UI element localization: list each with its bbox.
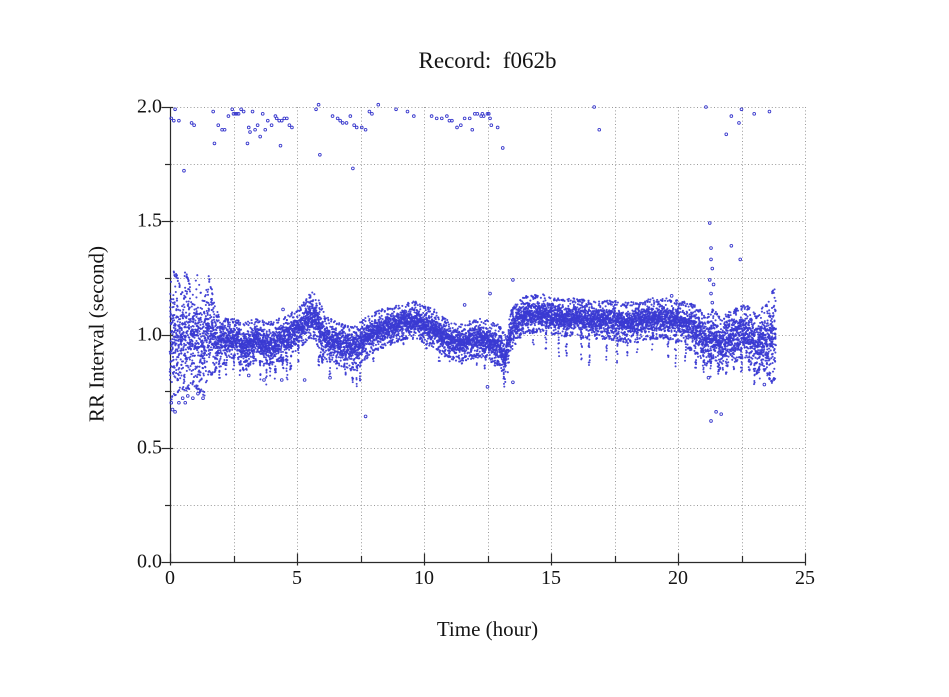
x-tick-label-25: 25 [795, 567, 815, 589]
y-tick-label-0.5: 0.5 [137, 436, 162, 459]
x-tick-label-5: 5 [292, 567, 302, 589]
y-tick-label-2.0: 2.0 [137, 95, 162, 118]
y-tick-label-1.0: 1.0 [137, 323, 162, 345]
x-tick-label-15: 15 [541, 567, 561, 589]
y-tick-label-1.5: 1.5 [137, 209, 162, 232]
x-tick-label-0: 0 [165, 567, 175, 589]
chart-title: Record: f062b [418, 48, 557, 73]
x-tick-label-20: 20 [668, 567, 688, 589]
x-axis-label: Time (hour) [436, 617, 539, 641]
y-tick-label-0.0: 0.0 [137, 550, 162, 573]
x-tick-label-10: 10 [414, 567, 434, 589]
